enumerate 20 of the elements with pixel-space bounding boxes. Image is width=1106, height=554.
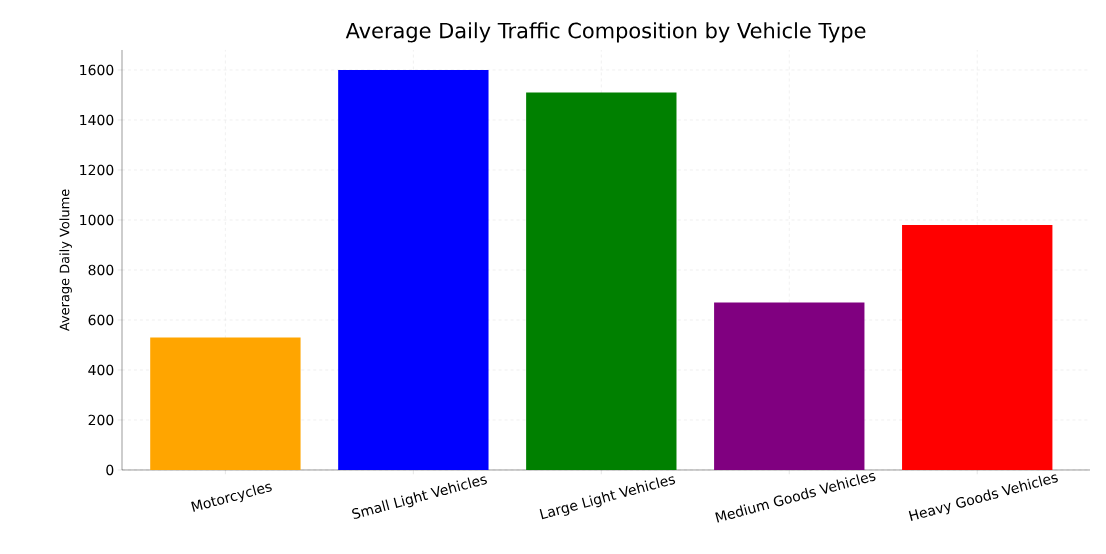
x-tick-label: Small Light Vehicles xyxy=(352,476,487,519)
y-tick-label: 800 xyxy=(88,264,114,276)
y-tick-label: 1400 xyxy=(80,114,114,126)
y-tick-label: 200 xyxy=(88,414,114,426)
x-tick-label: Medium Goods Vehicles xyxy=(715,473,876,523)
x-tick-label: Heavy Goods Vehicles xyxy=(908,474,1058,521)
y-tick-label: 0 xyxy=(106,464,114,476)
y-tick-label: 1600 xyxy=(80,64,114,76)
chart-title: Average Daily Traffic Composition by Vehicle Type xyxy=(345,22,866,43)
y-tick-label: 1000 xyxy=(80,214,114,226)
x-tick-label: Large Light Vehicles xyxy=(539,476,676,520)
y-tick-label: 600 xyxy=(88,314,114,326)
bar xyxy=(150,337,301,470)
bar xyxy=(338,69,489,470)
bar xyxy=(714,302,865,470)
bar xyxy=(526,92,677,470)
y-tick-label: 1200 xyxy=(80,164,114,176)
y-axis-title: Average Daily Volume xyxy=(59,189,72,332)
bar xyxy=(902,224,1053,470)
y-tick-label: 400 xyxy=(88,364,114,376)
